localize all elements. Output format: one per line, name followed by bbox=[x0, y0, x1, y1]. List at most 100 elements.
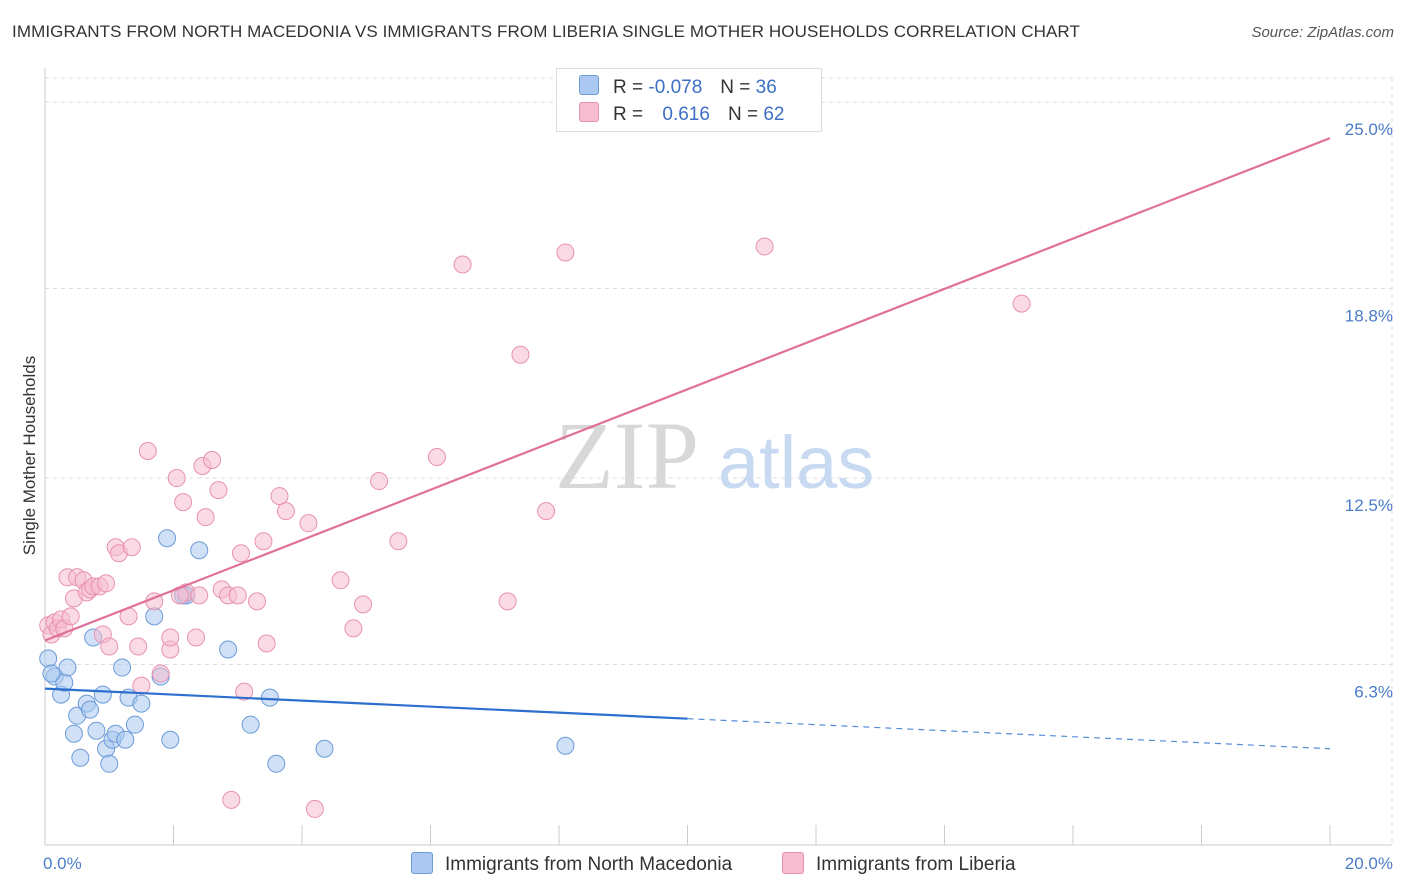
series-legend-label: Immigrants from Liberia bbox=[816, 854, 1016, 875]
blue-data-point bbox=[161, 730, 180, 749]
pink-data-point bbox=[196, 508, 215, 527]
pink-data-point bbox=[389, 532, 408, 551]
label-layer: 6.3% 12.5% 18.8% 25.0% 0.0% 20.0% Single Mothe… bbox=[20, 120, 1393, 873]
blue-data-point bbox=[132, 694, 151, 713]
blue-data-point bbox=[241, 715, 260, 734]
pink-data-point bbox=[138, 441, 157, 460]
blue-data-point bbox=[145, 607, 164, 626]
legend-swatch-pink bbox=[579, 102, 599, 122]
pink-data-point bbox=[254, 532, 273, 551]
blue-data-point bbox=[219, 640, 238, 659]
y-tick-label: 6.3% bbox=[1354, 683, 1393, 702]
blue-data-point bbox=[315, 739, 334, 758]
legend-n-value: 36 bbox=[755, 77, 777, 98]
legend-swatch-blue bbox=[579, 75, 599, 95]
series-legend-item-liberia[interactable]: Immigrants from Liberia bbox=[782, 852, 1016, 876]
blue-data-point bbox=[42, 664, 61, 683]
pink-data-point bbox=[344, 619, 363, 638]
pink-data-point bbox=[190, 586, 209, 605]
x-tick-label: 0.0% bbox=[43, 854, 82, 873]
blue-data-point bbox=[58, 658, 77, 677]
blue-data-point bbox=[260, 688, 279, 707]
blue-data-point bbox=[71, 748, 90, 767]
pink-data-point bbox=[299, 514, 318, 533]
pink-data-point bbox=[161, 628, 180, 647]
legend-r-label: R = bbox=[613, 77, 644, 98]
pink-data-point bbox=[231, 544, 250, 563]
x-tick-label: 20.0% bbox=[1345, 854, 1393, 873]
legend-r-value: -0.078 bbox=[648, 77, 703, 98]
pink-data-point bbox=[235, 682, 254, 701]
blue-data-point bbox=[556, 736, 575, 755]
legend-n-value: 62 bbox=[763, 104, 785, 125]
blue-data-point bbox=[113, 658, 132, 677]
pink-data-point bbox=[61, 607, 80, 626]
blue-data-point bbox=[80, 700, 99, 719]
source-label: Source: ZipAtlas.com bbox=[1251, 24, 1394, 41]
legend-row-liberia: R = 0.616 N = 62 bbox=[579, 102, 784, 126]
blue-data-point bbox=[267, 754, 286, 773]
pink-data-point bbox=[1012, 294, 1031, 313]
series-legend: Immigrants from North Macedonia Immigran… bbox=[0, 852, 1406, 878]
pink-data-point bbox=[222, 790, 241, 809]
pink-data-point bbox=[276, 502, 295, 521]
legend-r-label: R = bbox=[613, 104, 644, 125]
y-tick-label: 12.5% bbox=[1345, 496, 1393, 515]
pink-data-point bbox=[354, 595, 373, 614]
blue-data-point bbox=[158, 529, 177, 548]
points-layer bbox=[39, 237, 1031, 818]
blue-data-point bbox=[125, 715, 144, 734]
legend-n-label: N = bbox=[727, 104, 759, 125]
pink-trend-line bbox=[44, 137, 1331, 642]
pink-data-point bbox=[167, 469, 186, 488]
pink-data-point bbox=[331, 571, 350, 590]
pink-data-point bbox=[498, 592, 517, 611]
y-tick-label: 25.0% bbox=[1345, 120, 1393, 139]
series-swatch-blue bbox=[411, 852, 433, 874]
pink-data-point bbox=[248, 592, 267, 611]
pink-data-point bbox=[270, 487, 289, 506]
pink-data-point bbox=[511, 345, 530, 364]
blue-trend-extension bbox=[687, 718, 1331, 750]
correlation-legend: R = -0.078 N = 36 R = 0.616 N = 62 bbox=[556, 68, 822, 132]
pink-data-point bbox=[132, 676, 151, 695]
pink-data-point bbox=[209, 481, 228, 500]
pink-data-point bbox=[370, 472, 389, 491]
watermark-atlas: atlas bbox=[718, 421, 874, 504]
chart-title: IMMIGRANTS FROM NORTH MACEDONIA VS IMMIG… bbox=[12, 22, 1080, 41]
pink-data-point bbox=[228, 586, 247, 605]
pink-data-point bbox=[453, 255, 472, 274]
pink-data-point bbox=[305, 799, 324, 818]
series-swatch-pink bbox=[782, 852, 804, 874]
pink-data-point bbox=[174, 493, 193, 512]
blue-data-point bbox=[190, 541, 209, 560]
series-legend-label: Immigrants from North Macedonia bbox=[445, 854, 733, 875]
y-axis-label: Single Mother Households bbox=[20, 356, 39, 555]
blue-trend-line bbox=[44, 687, 688, 720]
pink-data-point bbox=[257, 634, 276, 653]
blue-data-point bbox=[116, 730, 135, 749]
pink-data-point bbox=[556, 243, 575, 262]
pink-data-point bbox=[203, 450, 222, 469]
blue-data-point bbox=[39, 649, 58, 668]
blue-data-point bbox=[93, 685, 112, 704]
y-tick-label: 18.8% bbox=[1345, 307, 1393, 326]
pink-data-point bbox=[122, 538, 141, 557]
pink-data-point bbox=[97, 574, 116, 593]
watermark-zip: ZIP bbox=[555, 402, 699, 509]
trend-layer bbox=[44, 137, 1331, 750]
axis-layer bbox=[44, 68, 1392, 846]
pink-data-point bbox=[186, 628, 205, 647]
blue-data-point bbox=[87, 721, 106, 740]
blue-data-point bbox=[64, 724, 83, 743]
legend-r-value: 0.616 bbox=[662, 104, 710, 125]
blue-data-point bbox=[100, 754, 119, 773]
series-legend-item-north-macedonia[interactable]: Immigrants from North Macedonia bbox=[411, 852, 732, 876]
pink-data-point bbox=[151, 664, 170, 683]
pink-data-point bbox=[129, 637, 148, 656]
legend-row-north-macedonia: R = -0.078 N = 36 bbox=[579, 75, 777, 99]
pink-data-point bbox=[755, 237, 774, 256]
watermark: ZIP atlas bbox=[555, 402, 874, 509]
pink-data-point bbox=[427, 447, 446, 466]
